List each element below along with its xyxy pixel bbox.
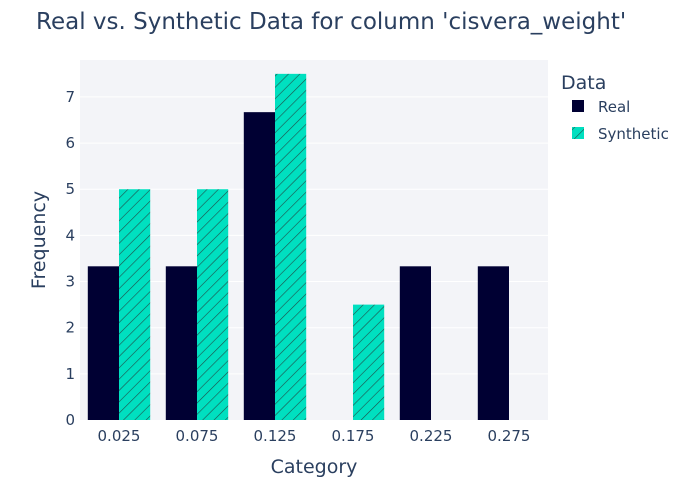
legend-swatch-synthetic[interactable] [572,127,584,139]
bars [87,73,509,421]
x-tick-label: 0.275 [488,427,531,445]
legend-swatch-real[interactable] [572,100,584,112]
y-tick-label: 4 [65,226,75,244]
y-tick-label: 5 [65,180,75,198]
y-axis-ticks: 0 1 2 3 4 5 6 7 [65,88,75,429]
plot-area-background [80,60,548,420]
y-axis-title: Frequency [28,191,50,289]
bar-real-0.025 [87,266,119,420]
x-tick-label: 0.225 [410,427,453,445]
bar-synthetic-0.075 [197,189,229,420]
y-tick-label: 7 [65,88,75,106]
y-tick-label: 0 [65,411,75,429]
x-tick-label: 0.175 [332,427,375,445]
x-axis-title: Category [271,456,358,478]
chart-title: Real vs. Synthetic Data for column 'cisv… [36,9,626,35]
legend-title: Data [561,72,606,94]
bar-real-0.075 [165,266,197,420]
bar-synthetic-0.175 [353,304,385,420]
bar-real-0.275 [477,266,509,420]
bar-real-0.125 [243,112,275,421]
x-axis-ticks: 0.025 0.075 0.125 0.175 0.225 0.275 [98,427,531,445]
x-tick-label: 0.125 [254,427,297,445]
bar-synthetic-0.025 [119,189,151,420]
legend: Data Real Synthetic [561,72,669,143]
x-tick-label: 0.075 [176,427,219,445]
y-tick-label: 6 [65,134,75,152]
grid-lines [80,96,548,375]
y-tick-label: 2 [65,319,75,337]
legend-label-real[interactable]: Real [598,98,630,116]
y-tick-label: 3 [65,273,75,291]
legend-label-synthetic[interactable]: Synthetic [598,125,669,143]
x-tick-label: 0.025 [98,427,141,445]
bar-real-0.225 [399,266,431,420]
y-tick-label: 1 [65,365,75,383]
bar-synthetic-0.125 [275,73,307,420]
